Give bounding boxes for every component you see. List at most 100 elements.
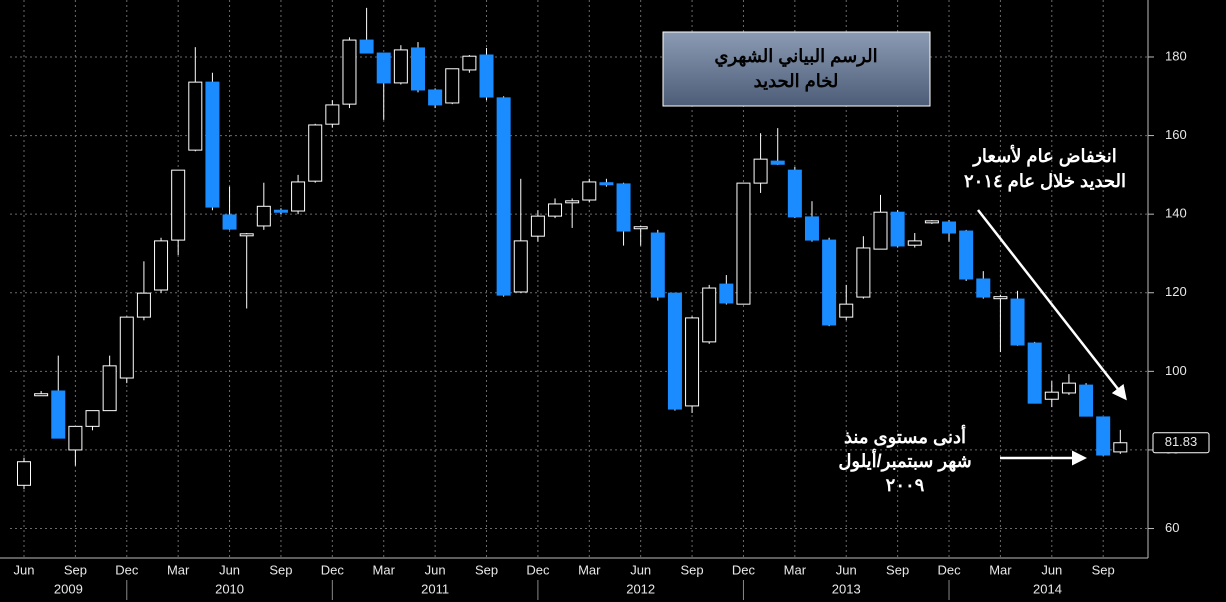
- candle-body: [291, 181, 306, 212]
- y-tick-label: 140: [1165, 206, 1187, 221]
- candle-body: [1113, 442, 1128, 453]
- candle-body: [548, 203, 563, 217]
- y-tick-label: 180: [1165, 48, 1187, 63]
- candle-body: [1079, 384, 1094, 417]
- x-tick-label: Mar: [578, 562, 601, 577]
- candle-body: [839, 303, 854, 318]
- candle-body: [907, 240, 922, 246]
- candle-body: [256, 205, 271, 227]
- candle-body: [445, 68, 460, 104]
- x-tick-label: Dec: [937, 562, 961, 577]
- candle-body: [410, 47, 425, 91]
- candle-body: [119, 316, 134, 379]
- candle-body: [942, 221, 957, 234]
- year-label: 2013: [832, 581, 861, 596]
- x-tick-label: Jun: [630, 562, 651, 577]
- x-tick-label: Jun: [1041, 562, 1062, 577]
- annotation: انخفاض عام لأسعار: [971, 144, 1117, 167]
- x-tick-label: Mar: [784, 562, 807, 577]
- candle-body: [34, 393, 49, 397]
- candle-body: [1061, 382, 1076, 394]
- candle-body: [188, 81, 203, 151]
- candle-body: [856, 247, 871, 298]
- candle-body: [719, 283, 734, 304]
- x-tick-label: Dec: [321, 562, 345, 577]
- candle-body: [222, 214, 237, 230]
- title-box: [662, 31, 931, 107]
- x-tick-label: Sep: [680, 562, 703, 577]
- candle-body: [633, 226, 648, 230]
- x-tick-label: Dec: [115, 562, 139, 577]
- candle-body: [530, 215, 545, 237]
- candle-body: [993, 296, 1008, 300]
- candle-body: [1010, 298, 1025, 346]
- candle-body: [873, 211, 888, 250]
- x-tick-label: Jun: [425, 562, 446, 577]
- candle-body: [342, 39, 357, 105]
- candle-body: [308, 124, 323, 182]
- x-tick-label: Mar: [989, 562, 1012, 577]
- plot: 6080100120140160180JunSepDecMarJunSepDec…: [10, 0, 1210, 600]
- year-label: 2014: [1033, 581, 1062, 596]
- candle-body: [1096, 416, 1111, 456]
- x-tick-label: Sep: [64, 562, 87, 577]
- candle-body: [239, 233, 254, 237]
- candle-body: [976, 278, 991, 298]
- candle-body: [685, 317, 700, 407]
- candle-body: [787, 169, 802, 218]
- candle-body: [822, 239, 837, 326]
- x-tick-label: Dec: [732, 562, 756, 577]
- x-tick-label: Sep: [475, 562, 498, 577]
- year-label: 2012: [626, 581, 655, 596]
- candle-body: [667, 292, 682, 410]
- candle-body: [959, 230, 974, 280]
- candle-body: [616, 183, 631, 232]
- candle-body: [462, 55, 477, 71]
- x-tick-label: Jun: [14, 562, 35, 577]
- candle-body: [428, 89, 443, 106]
- candle-body: [565, 200, 580, 204]
- candle-body: [496, 97, 511, 296]
- candle-body: [51, 390, 66, 439]
- year-label: 2010: [215, 581, 244, 596]
- last-value-box: [1152, 432, 1210, 454]
- candle-body: [1044, 391, 1059, 400]
- candle-body: [804, 216, 819, 241]
- annotation: أدنى مستوى منذ: [844, 425, 966, 448]
- annotation: ٢٠٠٩: [886, 475, 925, 495]
- x-tick-label: Mar: [373, 562, 396, 577]
- y-tick-label: 60: [1165, 520, 1179, 535]
- candle-body: [599, 182, 614, 186]
- candle-body: [17, 461, 31, 486]
- x-tick-label: Sep: [269, 562, 292, 577]
- x-tick-label: Sep: [886, 562, 909, 577]
- x-tick-label: Jun: [836, 562, 857, 577]
- arrow: [977, 209, 1127, 401]
- candle-body: [393, 49, 408, 84]
- candle-body: [702, 287, 717, 343]
- annotation: شهر سبتمبر/أيلول: [838, 449, 971, 472]
- last-value-label: 81.83: [1165, 434, 1198, 449]
- candle-body: [85, 410, 100, 427]
- candle-body: [753, 158, 768, 184]
- candle-body: [359, 39, 374, 54]
- candle-body: [1027, 342, 1042, 404]
- y-tick-label: 120: [1165, 284, 1187, 299]
- year-label: 2009: [54, 581, 83, 596]
- chart-title: لخام الحديد: [754, 71, 839, 92]
- x-tick-label: Mar: [167, 562, 190, 577]
- year-label: 2011: [421, 581, 449, 596]
- candle-body: [68, 425, 83, 451]
- candle-body: [154, 240, 169, 291]
- candle-body: [770, 160, 785, 165]
- chart-title: الرسم البياني الشهري: [714, 46, 877, 67]
- candle-body: [273, 209, 288, 213]
- x-tick-label: Sep: [1092, 562, 1115, 577]
- candle-body: [650, 232, 665, 298]
- y-tick-label: 100: [1165, 363, 1187, 378]
- candle-body: [171, 169, 186, 241]
- candle-body: [325, 104, 340, 125]
- candle-body: [479, 54, 494, 98]
